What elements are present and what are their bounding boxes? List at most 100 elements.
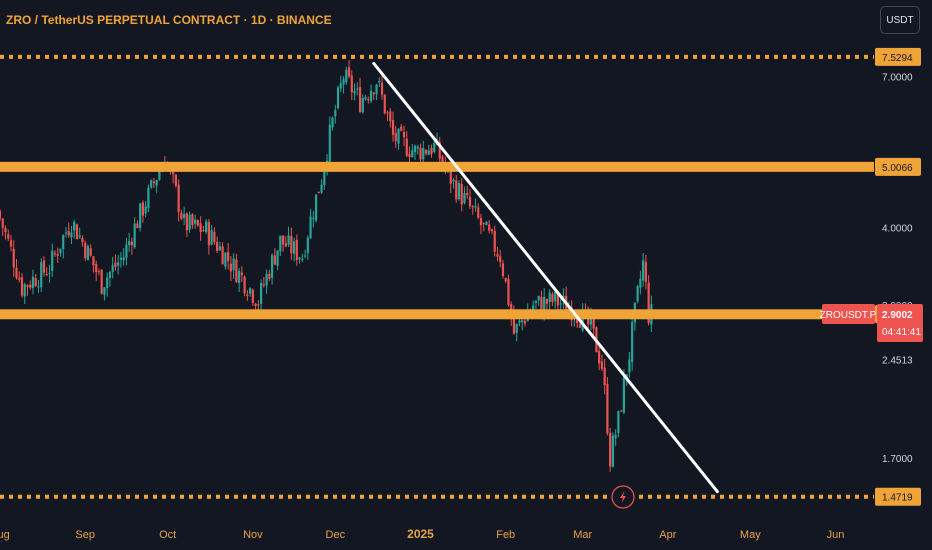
candle	[20, 273, 24, 298]
candle	[227, 243, 230, 270]
candle	[62, 234, 65, 259]
candle	[466, 185, 469, 200]
candle	[347, 60, 351, 79]
candle	[100, 268, 103, 295]
candle	[270, 253, 274, 285]
trendline[interactable]	[372, 61, 719, 494]
candle	[369, 84, 373, 103]
candle	[141, 200, 145, 223]
candle	[18, 271, 21, 283]
candle	[611, 432, 614, 468]
candle	[323, 168, 326, 190]
candle	[397, 128, 400, 150]
candle	[336, 85, 340, 110]
candle	[119, 251, 123, 268]
candle	[636, 284, 639, 304]
candle	[284, 236, 287, 248]
candle	[224, 252, 227, 270]
candle	[31, 269, 35, 295]
candle	[471, 205, 474, 215]
candle	[523, 319, 527, 327]
candle	[205, 219, 208, 235]
symbol-tag-label: ZROUSDT.P	[820, 310, 877, 321]
candle	[4, 225, 7, 240]
x-tick-label: Nov	[243, 529, 263, 541]
candle	[507, 274, 510, 307]
solid-level-line[interactable]	[0, 309, 874, 320]
candle	[430, 144, 433, 158]
candle	[424, 148, 428, 156]
y-tick-label: 7.0000	[882, 73, 913, 84]
candle	[620, 409, 623, 412]
candle	[345, 66, 348, 85]
candle	[276, 250, 279, 271]
candle	[548, 289, 551, 310]
candle	[147, 184, 150, 213]
candle	[609, 427, 612, 472]
candle	[128, 232, 131, 252]
candle	[207, 218, 210, 255]
candle	[501, 259, 505, 279]
candle	[603, 358, 606, 395]
candle	[287, 226, 290, 248]
candle	[427, 144, 430, 155]
candle	[59, 248, 62, 257]
candle	[108, 270, 112, 287]
candle	[402, 125, 406, 146]
candle	[139, 202, 142, 232]
level-label-background	[875, 487, 921, 506]
candle	[592, 318, 595, 338]
candle	[48, 264, 51, 283]
candle	[408, 146, 411, 165]
candle	[246, 289, 249, 301]
currency-button[interactable]: USDT	[880, 6, 920, 34]
symbol-tag	[822, 303, 875, 324]
candle	[422, 140, 425, 163]
candle	[405, 131, 408, 158]
candle	[479, 213, 483, 235]
solid-level-line[interactable]	[0, 161, 874, 172]
candle	[364, 94, 367, 101]
candle	[482, 222, 485, 232]
candle	[331, 116, 334, 131]
current-price-tag	[877, 303, 923, 342]
candle	[353, 83, 356, 101]
candle	[265, 269, 268, 294]
candle	[334, 104, 337, 124]
candle	[361, 94, 364, 114]
candle	[53, 250, 57, 257]
candle	[628, 351, 631, 378]
x-tick-label: Sep	[75, 529, 95, 541]
candle	[64, 227, 68, 238]
candle	[639, 270, 642, 295]
level-label: 2.4513	[882, 355, 913, 366]
candle	[73, 219, 76, 239]
candle	[111, 256, 114, 279]
candle	[150, 179, 153, 189]
candle	[537, 295, 540, 307]
candle	[213, 227, 216, 245]
candle	[29, 280, 32, 290]
candle	[37, 279, 40, 293]
candle	[188, 211, 191, 233]
candle	[180, 209, 183, 221]
candle	[320, 179, 323, 194]
candle	[375, 83, 378, 101]
candle	[468, 189, 472, 210]
candle	[504, 277, 507, 284]
candle	[306, 235, 309, 260]
candle	[218, 241, 221, 252]
candle	[411, 143, 414, 158]
candle	[400, 123, 403, 132]
candle	[51, 243, 54, 277]
candle	[378, 77, 381, 88]
candle	[339, 75, 342, 92]
lightning-icon[interactable]	[611, 485, 635, 509]
candle	[383, 94, 386, 115]
candle	[493, 225, 496, 257]
candle	[97, 268, 101, 276]
level-label: 5.0066	[882, 163, 913, 174]
candle	[15, 258, 18, 280]
candle	[125, 237, 128, 266]
